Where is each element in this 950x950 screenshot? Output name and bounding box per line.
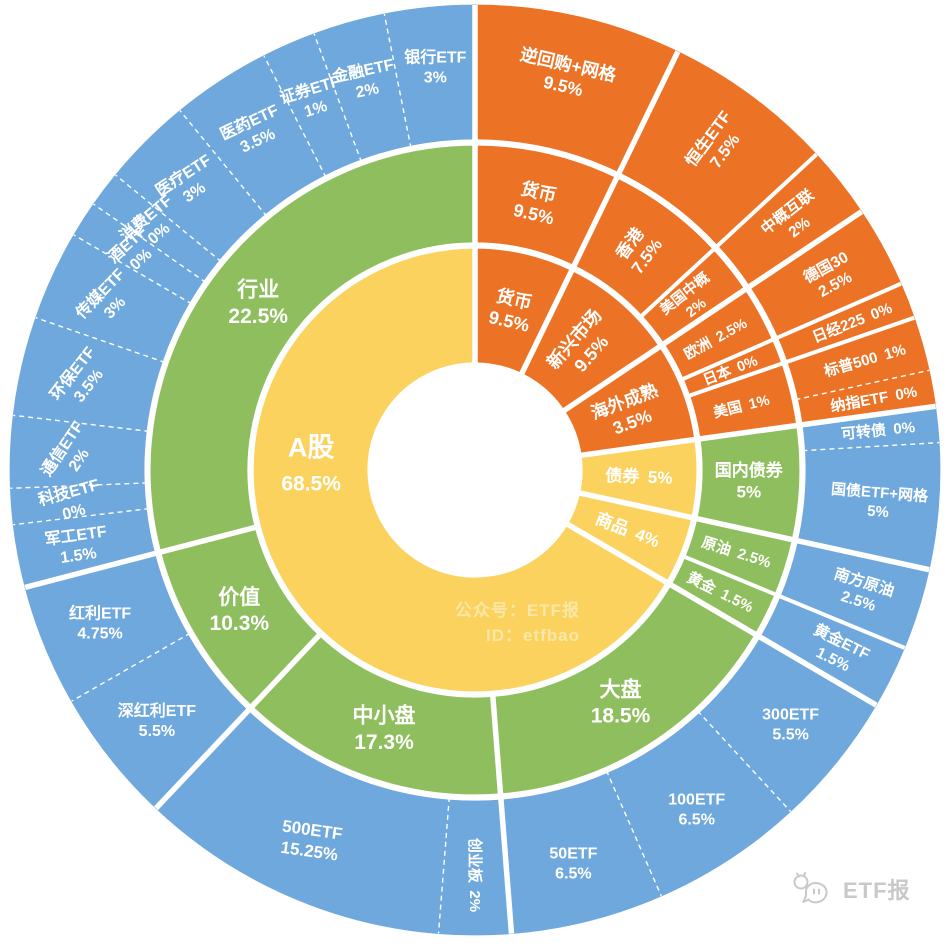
slice-divider [638, 152, 818, 320]
slice-divider [153, 631, 324, 811]
slice-divider [580, 403, 936, 459]
slice-divider [115, 174, 222, 263]
slice-divider [263, 55, 327, 179]
slice-divider [681, 553, 906, 650]
label-ring2-价值: 价值 10.3% [210, 585, 270, 635]
slice-divider [562, 209, 864, 413]
slice-divider [437, 796, 450, 934]
slice-divider [679, 281, 902, 383]
slice-divider [519, 50, 681, 375]
slice-divider [93, 203, 207, 284]
label-ring3-创业板: 创业板 2% [466, 837, 484, 912]
label-ring1-债券: 债券 5% [605, 465, 673, 488]
slice-divider [489, 693, 515, 934]
brand-logo-text: ETF报 [843, 878, 911, 903]
slice-divider [578, 490, 930, 573]
label-ring3-300ETF: 300ETF 5.5% [762, 706, 819, 743]
slice-divider [13, 507, 150, 526]
label-ring2-大盘: 大盘 18.5% [591, 677, 651, 727]
label-ring3-深红利ETF: 深红利ETF 5.5% [118, 701, 196, 740]
label-ring3-银行ETF: 银行ETF 3% [404, 48, 466, 87]
slice-divider [73, 234, 193, 305]
slice-divider [13, 414, 150, 433]
label-ring2-中小盘: 中小盘 17.3% [353, 704, 416, 754]
slice-divider [685, 315, 915, 399]
label-ring3-红利ETF: 红利ETF 4.75% [69, 604, 131, 643]
label-ring3-100ETF: 100ETF 6.5% [668, 791, 725, 828]
slice-divider [565, 521, 878, 708]
slice-ring2-行业 [150, 145, 476, 553]
slice-divider [179, 110, 268, 217]
slice-divider [71, 632, 191, 702]
label-ring3-50ETF: 50ETF 6.5% [549, 845, 597, 882]
slice-divider [605, 770, 662, 897]
slice-divider [35, 317, 166, 364]
slice-divider [697, 710, 792, 812]
megaphone-icon [793, 872, 828, 904]
slice-divider [313, 33, 363, 163]
label-ring2-行业: 行业 22.5% [228, 278, 288, 328]
slice-ring1-A股 [253, 248, 667, 692]
slice-divider [802, 441, 940, 452]
slice-divider [10, 482, 148, 489]
slice-divider [24, 523, 259, 591]
label-ring2-国内债券: 国内债券 5% [715, 460, 784, 501]
brand-logo: ETF报 [790, 869, 911, 909]
label-ring1-A股: A股 68.5% [281, 433, 341, 496]
slice-divider [795, 369, 930, 401]
slice-divider [383, 13, 412, 149]
